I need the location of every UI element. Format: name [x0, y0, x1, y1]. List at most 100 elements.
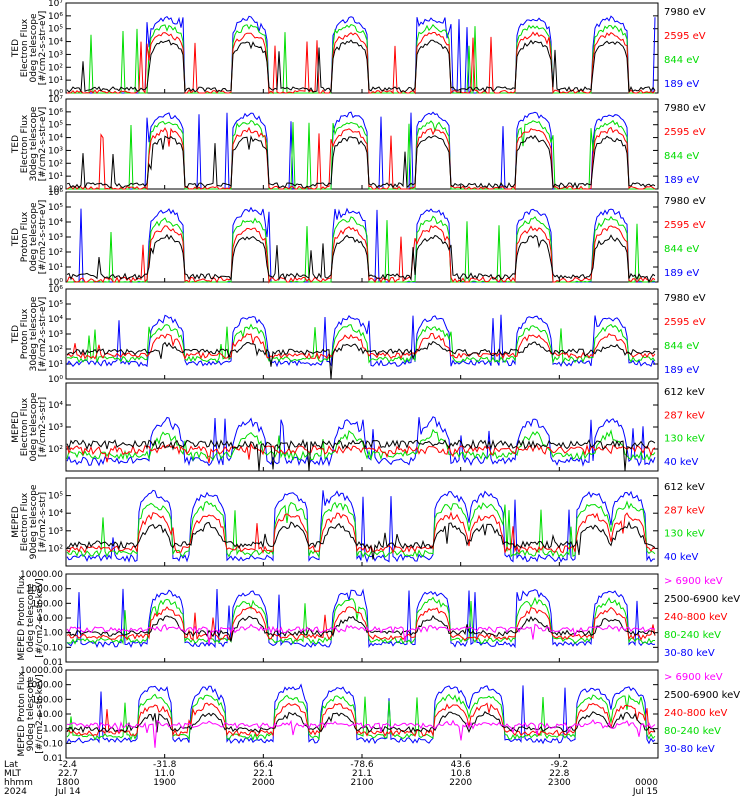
x-tick-label: 11.0 — [155, 769, 175, 779]
legend-entry: 287 keV — [664, 410, 705, 421]
legend-entry: 7980 eV — [664, 293, 706, 304]
y-axis-label-line: TED — [11, 39, 21, 58]
y-axis-label-line: 30deg telescope — [29, 106, 39, 181]
x-row-label: 2024 — [4, 787, 27, 797]
legend-entry: 40 keV — [664, 457, 698, 468]
x-tick-label: 22.8 — [549, 769, 569, 779]
x-tick-label: Jul 14 — [54, 787, 80, 797]
legend-entry: 80-240 keV — [664, 726, 721, 737]
legend-entry: 2500-6900 keV — [664, 690, 740, 701]
y-axis-label-line: [#/cm2-s-str-eV] — [38, 107, 48, 182]
series-line — [67, 342, 655, 379]
series-line — [67, 490, 655, 561]
y-tick-label: 10⁵ — [48, 492, 63, 502]
series-line — [67, 607, 655, 640]
y-tick-label: 10² — [48, 544, 63, 554]
y-axis-label-line: Proton Flux — [20, 211, 30, 262]
series-line — [67, 128, 655, 190]
series-line — [67, 25, 655, 93]
x-tick-label: 21.1 — [352, 769, 372, 779]
y-tick-label: 10² — [48, 63, 63, 73]
y-tick-label: 1000.00 — [26, 585, 63, 595]
y-tick-label: 10⁴ — [48, 134, 63, 144]
y-axis-label: MEPEDElectron Flux90deg telescope[#/cm2-… — [11, 484, 48, 559]
y-tick-label: 10⁶ — [48, 188, 63, 198]
series-line — [67, 703, 655, 736]
y-tick-label: 10³ — [48, 50, 63, 60]
x-tick-label: 22.1 — [253, 769, 273, 779]
y-tick-label: 10³ — [48, 330, 63, 340]
series-line — [67, 216, 655, 282]
y-tick-label: 10² — [48, 248, 63, 258]
x-row-label: hhmm — [4, 778, 33, 788]
y-axis-label: TEDElectron Flux0deg telescope[#/cm2-s-s… — [11, 11, 48, 86]
x-tick-label: 43.6 — [451, 760, 471, 770]
y-axis-label-line: MEPED Proton Flux — [17, 671, 27, 757]
y-tick-label: 10³ — [48, 146, 63, 156]
y-tick-label: 10⁶ — [48, 12, 63, 22]
x-tick-label: -78.6 — [350, 760, 374, 770]
y-axis-label-line: 90deg telescope — [29, 484, 39, 559]
series-line — [67, 720, 655, 748]
legend-entry: 2595 eV — [664, 220, 706, 231]
series-line — [67, 333, 655, 358]
series-line — [67, 417, 655, 466]
legend-entry: > 6900 keV — [664, 672, 723, 683]
legend-entry: 189 eV — [664, 79, 699, 90]
y-axis-label: TEDProton Flux0deg telescope[#/cm2-s-str… — [11, 200, 48, 275]
y-tick-label: 1000.00 — [26, 681, 63, 691]
legend-entry: 7980 eV — [664, 196, 706, 207]
y-axis-label: MEPED Proton Flux0deg telescope[#/cm2-s-… — [17, 575, 45, 661]
y-axis-label-line: Electron Flux — [20, 18, 30, 77]
y-axis-label-line: [#/cm2-s-str-eV] — [38, 11, 48, 86]
x-tick-label: 2000 — [252, 778, 275, 788]
legend-entry: 130 keV — [664, 529, 705, 540]
legend-entry: 612 keV — [664, 387, 705, 398]
legend-entry: 2500-6900 keV — [664, 594, 740, 605]
series-line — [67, 598, 655, 644]
legend-entry: 287 keV — [664, 505, 705, 516]
panel-frame — [65, 98, 659, 190]
y-tick-label: 10⁷ — [48, 0, 63, 9]
series-line — [67, 712, 655, 733]
y-tick-label: 0.10 — [43, 739, 63, 749]
series-line — [67, 16, 655, 93]
y-tick-label: 10⁴ — [48, 509, 63, 519]
legend-entry: 40 keV — [664, 552, 698, 563]
x-tick-label: 0000 — [635, 778, 658, 788]
y-axis-label-line: TED — [11, 325, 21, 344]
series-line — [67, 625, 655, 645]
x-tick-label: 2100 — [351, 778, 374, 788]
y-axis-label: MEPEDElectron Flux0deg telescope[#/cm2-s… — [11, 392, 48, 462]
y-tick-label: 10¹ — [48, 76, 63, 86]
y-axis-label-line: [#/cm2-s-str-eV] — [38, 200, 48, 275]
panel-7: 0.01 0.10 1.00 10.00 100.00 1000.00 10000.00ME… — [17, 570, 740, 668]
y-axis-label-line: 30deg telescope — [29, 296, 39, 371]
x-tick-label: -31.8 — [153, 760, 177, 770]
legend-entry: > 6900 keV — [664, 576, 723, 587]
y-tick-label: 10⁴ — [48, 401, 63, 411]
y-tick-label: 10² — [48, 159, 63, 169]
series-line — [67, 315, 655, 367]
y-axis-label-line: Electron Flux — [20, 114, 30, 173]
x-row-label: Lat — [4, 760, 19, 770]
x-row-label: MLT — [4, 769, 22, 779]
y-tick-label: 10⁴ — [48, 218, 63, 228]
x-tick-label: 2200 — [449, 778, 472, 788]
y-tick-label: 10⁰ — [48, 185, 63, 195]
y-tick-label: 10⁰ — [48, 89, 63, 99]
series-line — [67, 226, 655, 282]
y-tick-label: 10² — [48, 345, 63, 355]
y-axis-label-line: [#/cm2-s-str-keV] — [35, 674, 45, 753]
series-line — [67, 616, 655, 642]
y-axis-label-line: Electron Flux — [20, 492, 30, 551]
y-tick-label: 0.01 — [43, 658, 63, 668]
y-axis-label-line: 0deg telescope — [26, 583, 36, 653]
y-axis-label-line: [#/cm2-s-str-keV] — [35, 578, 45, 657]
x-tick-label: 66.4 — [253, 760, 273, 770]
x-tick-label: 10.8 — [451, 769, 471, 779]
series-line — [67, 136, 655, 188]
series-line — [67, 513, 655, 553]
y-axis-label-line: Proton Flux — [20, 308, 30, 359]
